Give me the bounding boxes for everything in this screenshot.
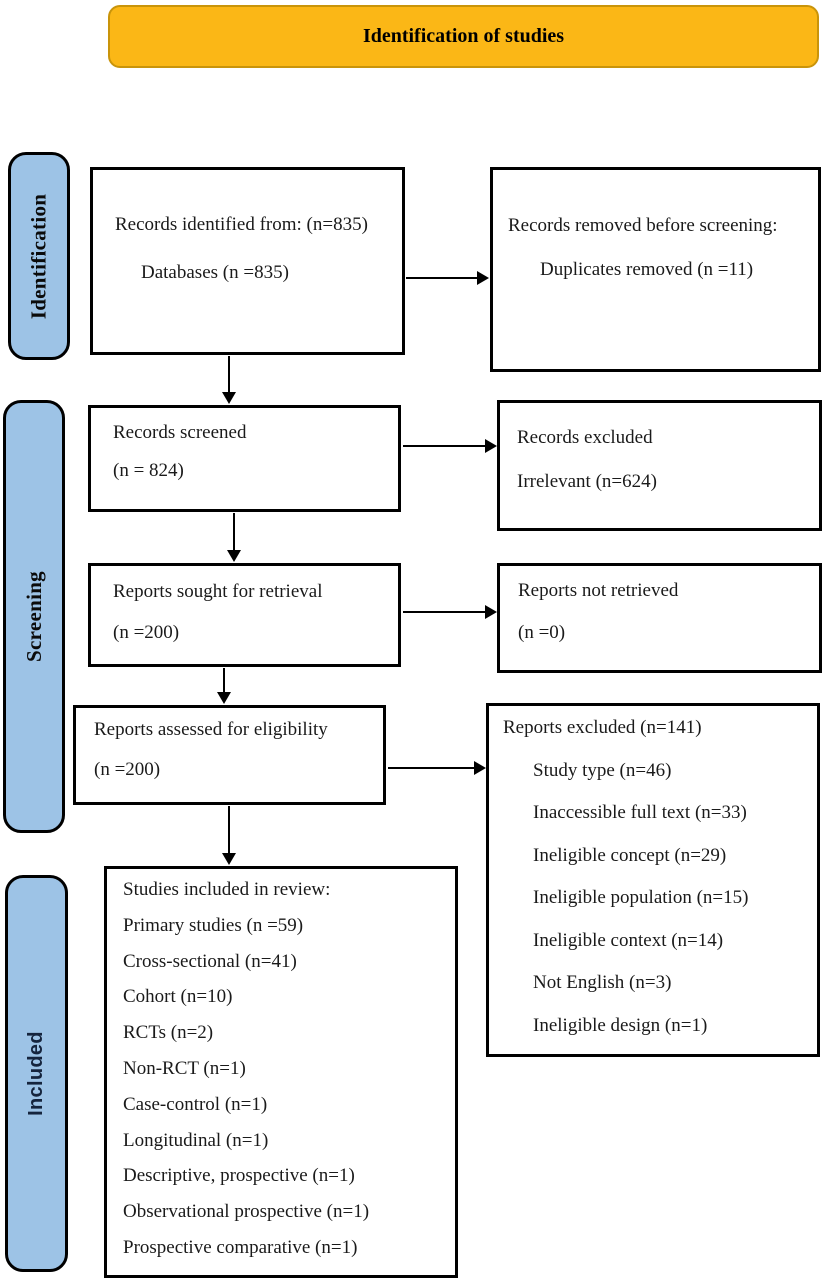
- studies-included-title: Studies included in review:: [123, 879, 331, 900]
- box-reports-excluded: Reports excluded (n=141) Study type (n=4…: [486, 703, 820, 1057]
- reports-assessed-line1: Reports assessed for eligibility: [94, 719, 328, 740]
- records-removed-line1: Records removed before screening:: [508, 215, 778, 236]
- stage-label-identification-text: Identification: [26, 193, 51, 319]
- diagram-title-banner: Identification of studies: [108, 5, 819, 68]
- reports-sought-line1: Reports sought for retrieval: [113, 581, 323, 602]
- box-records-removed: Records removed before screening: Duplic…: [490, 167, 821, 372]
- studies-included-item: Longitudinal (n=1): [123, 1129, 269, 1151]
- studies-included-item: Non-RCT (n=1): [123, 1057, 246, 1079]
- arrow-screened-to-excluded: [403, 439, 497, 453]
- box-records-screened: Records screened (n = 824): [88, 405, 401, 512]
- stage-label-screening: Screening: [3, 400, 65, 833]
- arrow-identified-to-screened: [222, 356, 236, 404]
- stage-label-identification: Identification: [8, 152, 70, 360]
- reports-excluded-title: Reports excluded (n=141): [503, 717, 702, 738]
- records-screened-line1: Records screened: [113, 422, 247, 443]
- reports-excluded-item: Inaccessible full text (n=33): [533, 802, 747, 823]
- box-reports-assessed: Reports assessed for eligibility (n =200…: [73, 705, 386, 805]
- records-removed-line2: Duplicates removed (n =11): [540, 259, 754, 280]
- studies-included-item: Case-control (n=1): [123, 1093, 268, 1115]
- stage-label-included: Included: [5, 875, 68, 1272]
- stage-label-included-text: Included: [25, 1031, 48, 1116]
- reports-excluded-item: Study type (n=46): [533, 759, 672, 781]
- arrow-screened-to-sought: [227, 513, 241, 562]
- reports-not-retrieved-line1: Reports not retrieved: [518, 580, 679, 601]
- studies-included-item: Descriptive, prospective (n=1): [123, 1165, 355, 1187]
- reports-sought-line2: (n =200): [113, 622, 180, 643]
- records-excluded-line1: Records excluded: [517, 427, 653, 448]
- arrow-sought-to-not-retrieved: [403, 605, 497, 619]
- box-studies-included: Studies included in review: Primary stud…: [104, 866, 458, 1278]
- studies-included-item: Cross-sectional (n=41): [123, 950, 297, 972]
- studies-included-item: Cohort (n=10): [123, 986, 233, 1008]
- stage-label-screening-text: Screening: [21, 571, 46, 662]
- box-records-identified: Records identified from: (n=835) Databas…: [90, 167, 405, 355]
- arrow-identified-to-removed: [406, 271, 489, 285]
- records-identified-line1: Records identified from: (n=835): [115, 214, 368, 235]
- diagram-title: Identification of studies: [362, 25, 565, 47]
- records-excluded-line2: Irrelevant (n=624): [517, 471, 657, 492]
- box-reports-sought: Reports sought for retrieval (n =200): [88, 563, 401, 667]
- studies-included-item: Prospective comparative (n=1): [123, 1236, 358, 1258]
- reports-assessed-line2: (n =200): [94, 759, 161, 780]
- reports-excluded-item: Ineligible design (n=1): [533, 1014, 708, 1036]
- records-identified-line2: Databases (n =835): [141, 262, 289, 283]
- reports-not-retrieved-line2: (n =0): [518, 622, 566, 643]
- studies-included-item: RCTs (n=2): [123, 1022, 214, 1044]
- reports-excluded-item: Not English (n=3): [533, 972, 672, 993]
- arrow-sought-to-assessed: [217, 668, 231, 704]
- studies-included-item: Observational prospective (n=1): [123, 1201, 370, 1223]
- box-records-excluded: Records excluded Irrelevant (n=624): [497, 400, 822, 531]
- box-reports-not-retrieved: Reports not retrieved (n =0): [497, 563, 822, 673]
- arrow-assessed-to-included: [222, 806, 236, 865]
- arrow-assessed-to-excluded: [388, 761, 486, 775]
- reports-excluded-item: Ineligible context (n=14): [533, 929, 724, 951]
- studies-included-item: Primary studies (n =59): [123, 914, 304, 936]
- records-screened-line2: (n = 824): [113, 460, 184, 481]
- reports-excluded-item: Ineligible population (n=15): [533, 887, 749, 908]
- reports-excluded-item: Ineligible concept (n=29): [533, 844, 727, 866]
